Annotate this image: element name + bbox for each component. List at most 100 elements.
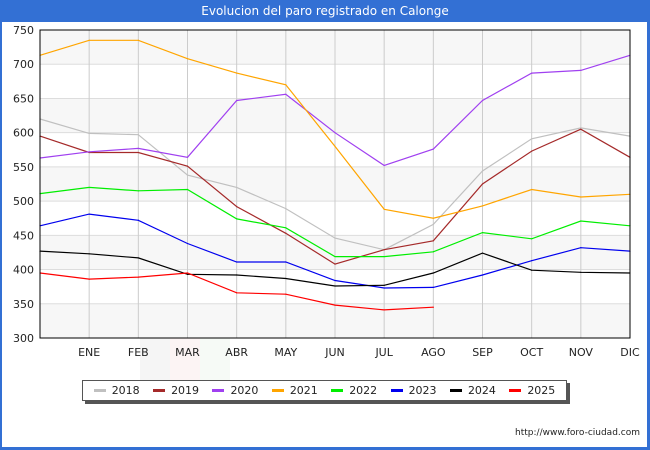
data-point-2021 [481, 205, 484, 207]
data-point-2018 [186, 174, 189, 176]
data-point-2020 [186, 156, 189, 158]
data-point-2023 [236, 261, 238, 263]
legend-item-2023: 2023 [390, 384, 437, 397]
data-point-2022 [285, 227, 287, 229]
data-point-2024 [137, 257, 139, 259]
data-point-2021 [334, 145, 336, 147]
y-tick-label: 650 [13, 92, 34, 105]
legend-swatch [153, 389, 166, 392]
data-point-2022 [481, 231, 484, 234]
legend-item-2019: 2019 [153, 384, 199, 397]
data-point-2019 [383, 249, 385, 251]
legend-swatch [331, 389, 344, 392]
data-point-2023 [580, 247, 582, 249]
data-point-2022 [531, 238, 533, 240]
data-point-2022 [137, 190, 139, 192]
legend-item-2020: 2020 [212, 384, 258, 397]
x-tick-label: MAR [175, 346, 200, 359]
data-point-2019 [236, 205, 238, 208]
legend: 2018 2019 2020 2021 2022 2023 2024 2025 [82, 380, 567, 401]
legend-swatch [212, 389, 225, 392]
x-tick-label: OCT [520, 346, 543, 359]
data-point-2021 [580, 196, 582, 198]
data-point-2024 [186, 273, 189, 275]
legend-item-2018: 2018 [93, 384, 140, 397]
data-point-2025 [383, 309, 385, 311]
x-tick-label: JUL [374, 346, 393, 359]
data-point-2019 [432, 240, 434, 242]
data-point-2024 [236, 274, 238, 276]
data-point-2024 [580, 271, 582, 273]
plot-frame [39, 29, 631, 339]
data-point-2018 [580, 127, 582, 129]
legend-item-2025: 2025 [509, 384, 555, 397]
x-tick-label: NOV [569, 346, 594, 359]
data-point-2024 [88, 253, 90, 255]
x-axis-ticks: ENE FEB MAR ABR MAY JUN JUL AGO SEP OCT NOV DIC [78, 346, 640, 359]
y-tick-label: 600 [13, 127, 34, 140]
data-point-2025 [88, 278, 90, 280]
data-point-2018 [88, 132, 90, 134]
chart-title: Evolucion del paro registrado en Calonge [0, 0, 650, 22]
data-point-2020 [531, 72, 533, 74]
data-point-2023 [531, 260, 533, 262]
data-point-2020 [285, 93, 287, 95]
legend-label: 2022 [349, 384, 378, 397]
data-point-2020 [137, 147, 139, 150]
data-point-2025 [285, 293, 287, 295]
data-point-2023 [432, 286, 434, 288]
y-tick-label: 500 [13, 195, 34, 208]
data-point-2022 [88, 186, 90, 189]
legend-label: 2020 [230, 384, 259, 397]
data-point-2020 [580, 69, 582, 71]
data-point-2019 [285, 232, 287, 234]
data-point-2021 [531, 188, 533, 191]
data-point-2023 [481, 274, 484, 276]
data-point-2020 [481, 99, 484, 102]
data-point-2019 [186, 165, 189, 167]
series-lines [39, 39, 631, 311]
data-point-2025 [186, 272, 189, 274]
data-point-2023 [186, 242, 189, 245]
data-point-2022 [383, 255, 385, 258]
data-point-2022 [236, 218, 238, 220]
data-point-2023 [285, 261, 287, 263]
x-tick-label: AGO [421, 346, 446, 359]
legend-swatch [509, 389, 522, 392]
legend-label: 2021 [289, 384, 318, 397]
x-tick-label: SEP [472, 346, 493, 359]
legend-swatch [390, 389, 403, 392]
x-tick-label: ENE [78, 346, 100, 359]
data-point-2021 [236, 72, 238, 74]
x-tick-label: MAY [274, 346, 297, 359]
data-point-2020 [88, 151, 90, 153]
legend-label: 2023 [408, 384, 437, 397]
data-point-2024 [531, 269, 533, 271]
data-point-2023 [137, 219, 139, 221]
data-point-2025 [432, 306, 434, 308]
data-point-2018 [481, 170, 484, 172]
data-point-2025 [334, 304, 336, 306]
y-tick-label: 400 [13, 264, 34, 277]
legend-swatch [449, 389, 462, 392]
data-point-2020 [383, 164, 385, 167]
data-point-2021 [285, 84, 287, 86]
data-point-2024 [285, 277, 287, 280]
x-tick-label: DIC [620, 346, 640, 359]
data-point-2018 [285, 208, 287, 210]
legend-label: 2018 [111, 384, 140, 397]
data-point-2018 [236, 186, 238, 189]
legend-label: 2024 [467, 384, 496, 397]
y-tick-label: 300 [13, 332, 34, 345]
legend-item-2024: 2024 [449, 384, 496, 397]
source-url: http://www.foro-ciudad.com [515, 428, 640, 438]
data-point-2019 [137, 151, 139, 154]
y-axis-ticks: 300 350 400 450 500 550 600 650 700 750 [13, 24, 34, 345]
legend-label: 2019 [171, 384, 200, 397]
data-point-2020 [432, 148, 434, 150]
data-point-2021 [88, 39, 90, 41]
gridlines [40, 30, 630, 338]
data-point-2018 [334, 237, 336, 239]
data-point-2022 [580, 220, 582, 222]
